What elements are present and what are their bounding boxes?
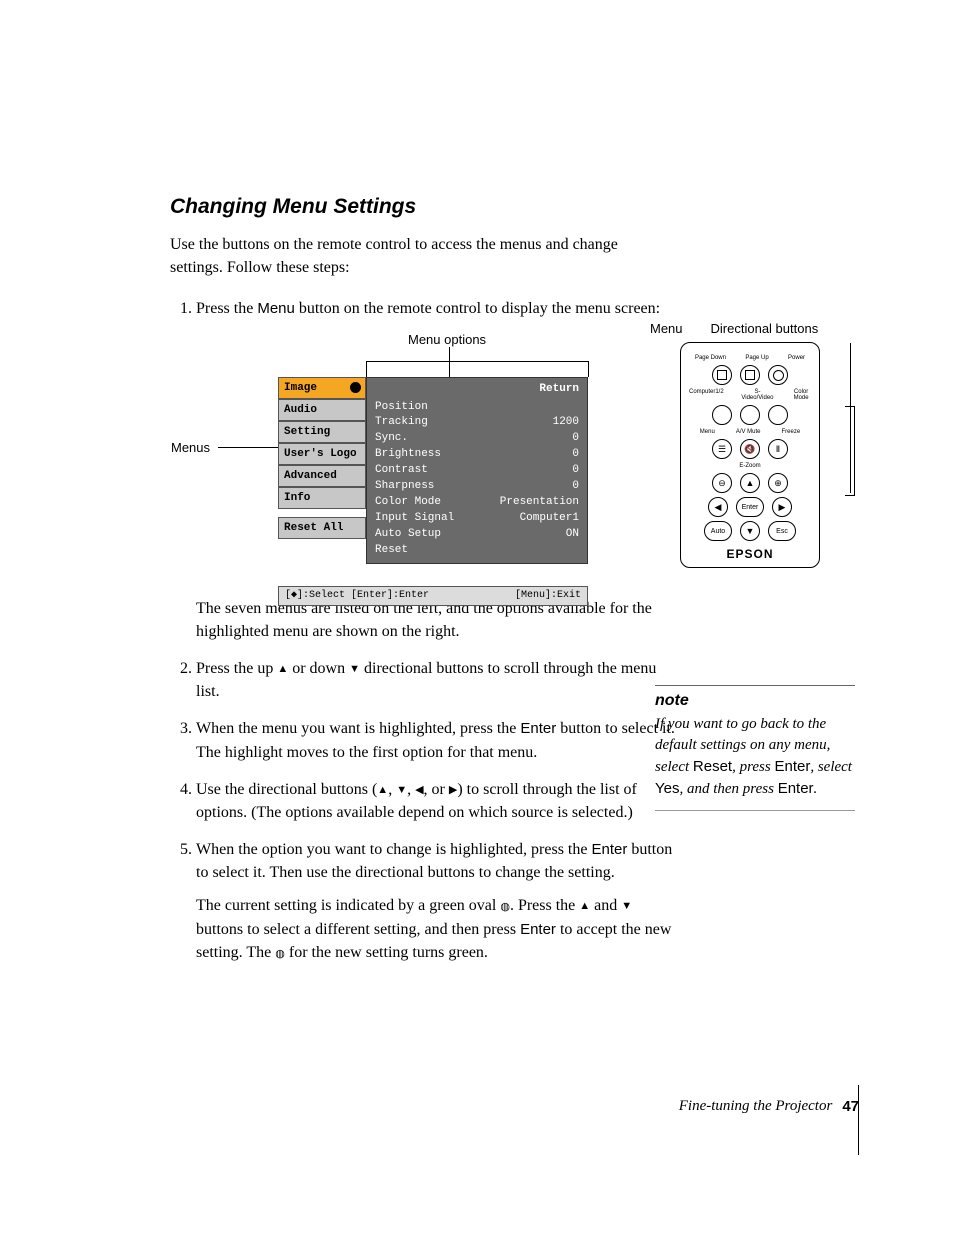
step1-c: button on the remote control to display …: [295, 300, 660, 317]
esc-button-icon: Esc: [768, 521, 796, 541]
enter-word: Enter: [774, 758, 810, 775]
osd-menu-info: Info: [278, 487, 366, 509]
label-directional: Directional buttons: [711, 321, 819, 336]
osd-opt-position: Position: [375, 400, 511, 416]
left-button-icon: ◀: [708, 497, 728, 517]
osd-opt-sync: Sync.: [375, 431, 511, 447]
step-3: When the menu you want is highlighted, p…: [196, 717, 680, 763]
section-title: Changing Menu Settings: [170, 195, 859, 219]
oval-icon: ◍: [275, 948, 285, 960]
osd-diagram: Menu options Menus Image Audio Setting U…: [186, 331, 680, 591]
remote-diagram: Menu Directional buttons Page Down Page …: [650, 321, 870, 568]
osd-menu-resetall: Reset All: [278, 517, 366, 539]
osd-opt-sharpness: Sharpness: [375, 479, 511, 495]
enter-word: Enter: [778, 780, 814, 797]
label-menu-options: Menu options: [408, 331, 486, 350]
enter-word: Enter: [520, 720, 556, 737]
right-button-icon: ▶: [772, 497, 792, 517]
page-footer: Fine-tuning the Projector 47: [0, 1098, 954, 1115]
down-icon: ▼: [349, 663, 360, 675]
osd-opt-colormode: Color Mode: [375, 495, 500, 511]
colormode-button-icon: [768, 405, 788, 425]
power-button-icon: [768, 365, 788, 385]
up-button-icon: ▲: [740, 473, 760, 493]
freeze-button-icon: Ⅱ: [768, 439, 788, 459]
osd-menu-advanced: Advanced: [278, 465, 366, 487]
reset-word: Reset: [693, 758, 732, 775]
menu-word: Menu: [257, 300, 295, 317]
osd-menu-userslogo: User's Logo: [278, 443, 366, 465]
step1-a: Press the: [196, 300, 257, 317]
step-1: Press the Menu button on the remote cont…: [196, 297, 680, 643]
osd-footer: [◆]:Select [Enter]:Enter [Menu]:Exit: [278, 586, 588, 607]
step-4: Use the directional buttons (▲, ▼, ◀, or…: [196, 778, 680, 824]
footer-rule: [858, 1085, 860, 1155]
footer-text: Fine-tuning the Projector: [679, 1098, 833, 1115]
auto-button-icon: Auto: [704, 521, 732, 541]
brand-label: EPSON: [689, 547, 811, 561]
remote-control: Page Down Page Up Power Computer1/2 S-Vi…: [680, 342, 820, 568]
label-menus: Menus: [171, 439, 210, 458]
label-menu: Menu: [650, 321, 683, 336]
osd-opt-inputsignal: Input Signal: [375, 511, 511, 527]
pagedown-button-icon: [712, 365, 732, 385]
up-icon: ▲: [579, 900, 590, 912]
osd-opt-reset: Reset: [375, 543, 511, 559]
up-icon: ▲: [377, 784, 388, 796]
steps-list: Press the Menu button on the remote cont…: [170, 297, 680, 964]
osd-screenshot: Image Audio Setting User's Logo Advanced…: [278, 377, 588, 607]
osd-menu-audio: Audio: [278, 399, 366, 421]
avmute-button-icon: 🔇: [740, 439, 760, 459]
pageup-button-icon: [740, 365, 760, 385]
page-number: 47: [842, 1098, 859, 1115]
down-icon: ▼: [396, 784, 407, 796]
osd-opt-contrast: Contrast: [375, 463, 511, 479]
zoomout-button-icon: ⊖: [712, 473, 732, 493]
osd-opt-tracking: Tracking: [375, 415, 511, 431]
osd-menu-setting: Setting: [278, 421, 366, 443]
video-button-icon: [740, 405, 760, 425]
intro-text: Use the buttons on the remote control to…: [170, 233, 670, 279]
osd-menu-image: Image: [278, 377, 366, 399]
osd-opt-brightness: Brightness: [375, 447, 511, 463]
osd-opt-autosetup: Auto Setup: [375, 527, 511, 543]
menu-button-icon: ☰: [712, 439, 732, 459]
enter-word: Enter: [591, 841, 627, 858]
step-2: Press the up ▲ or down ▼ directional but…: [196, 657, 680, 703]
left-icon: ◀: [415, 784, 423, 796]
computer-button-icon: [712, 405, 732, 425]
enter-word: Enter: [520, 921, 556, 938]
note-box: note If you want to go back to the defau…: [655, 685, 855, 811]
ezoom-label: E-Zoom: [689, 463, 811, 469]
oval-icon: ◍: [500, 901, 510, 913]
osd-menu-list: Image Audio Setting User's Logo Advanced…: [278, 377, 366, 564]
down-button-icon: ▼: [740, 521, 760, 541]
step-5: When the option you want to change is hi…: [196, 838, 680, 964]
yes-word: Yes: [655, 780, 679, 797]
osd-footer-left: [◆]:Select [Enter]:Enter: [285, 589, 429, 604]
note-title: note: [655, 692, 855, 710]
osd-return: Return: [375, 382, 579, 398]
osd-footer-right: [Menu]:Exit: [515, 589, 581, 604]
zoomin-button-icon: ⊕: [768, 473, 788, 493]
osd-options: Return Position Tracking1200 Sync.0 Brig…: [366, 377, 588, 564]
enter-button-icon: Enter: [736, 497, 764, 517]
down-icon: ▼: [621, 900, 632, 912]
up-icon: ▲: [277, 663, 288, 675]
